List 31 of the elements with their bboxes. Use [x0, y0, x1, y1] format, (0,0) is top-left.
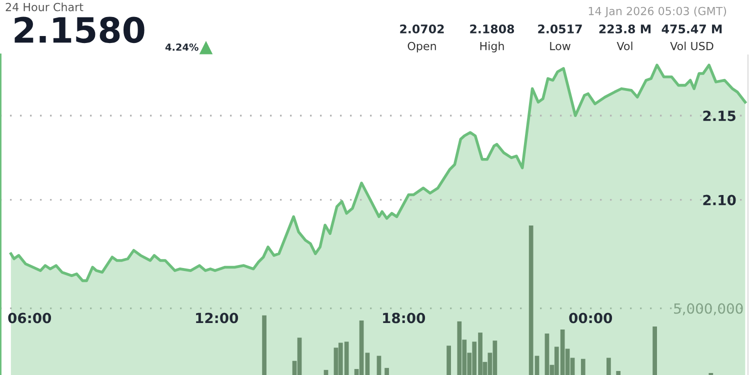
chart-subtitle: 2.1580: [14, 16, 144, 44]
y-tick-label: 2.15: [703, 110, 736, 122]
bar: [652, 326, 657, 375]
text: Vol: [616, 42, 632, 50]
x-tick-label: 12:00: [196, 312, 238, 324]
text: 4.24%: [165, 43, 198, 51]
y2-tick-label: 5,000,000: [674, 303, 743, 316]
bar: [384, 368, 389, 375]
bar: [606, 358, 611, 375]
text: 223.8 M: [599, 24, 651, 34]
bar: [365, 352, 370, 375]
text: Low: [550, 42, 570, 50]
text: Open: [408, 42, 436, 52]
text: 2.0702: [400, 24, 444, 34]
bar: [376, 356, 382, 375]
chart-title: 24 Hour Chart: [6, 2, 84, 12]
bar: [580, 358, 586, 375]
text: Vol USD: [670, 42, 714, 50]
bar: [616, 371, 621, 375]
x-tick-label: 18:00: [383, 312, 426, 324]
text: High: [480, 42, 504, 52]
text: 2.0517: [538, 24, 582, 34]
text: 2.1808: [470, 24, 514, 34]
text: 14 Jan 2026 05:03 (GMT): [588, 6, 726, 18]
bar: [262, 315, 266, 375]
x-tick-label: 06:00: [8, 312, 52, 324]
bar: [324, 370, 328, 375]
y-tick-label: 2.10: [703, 194, 736, 206]
text: 475.47 M: [662, 24, 722, 34]
bar: [446, 346, 451, 375]
x-tick-label: 00:00: [569, 312, 612, 324]
